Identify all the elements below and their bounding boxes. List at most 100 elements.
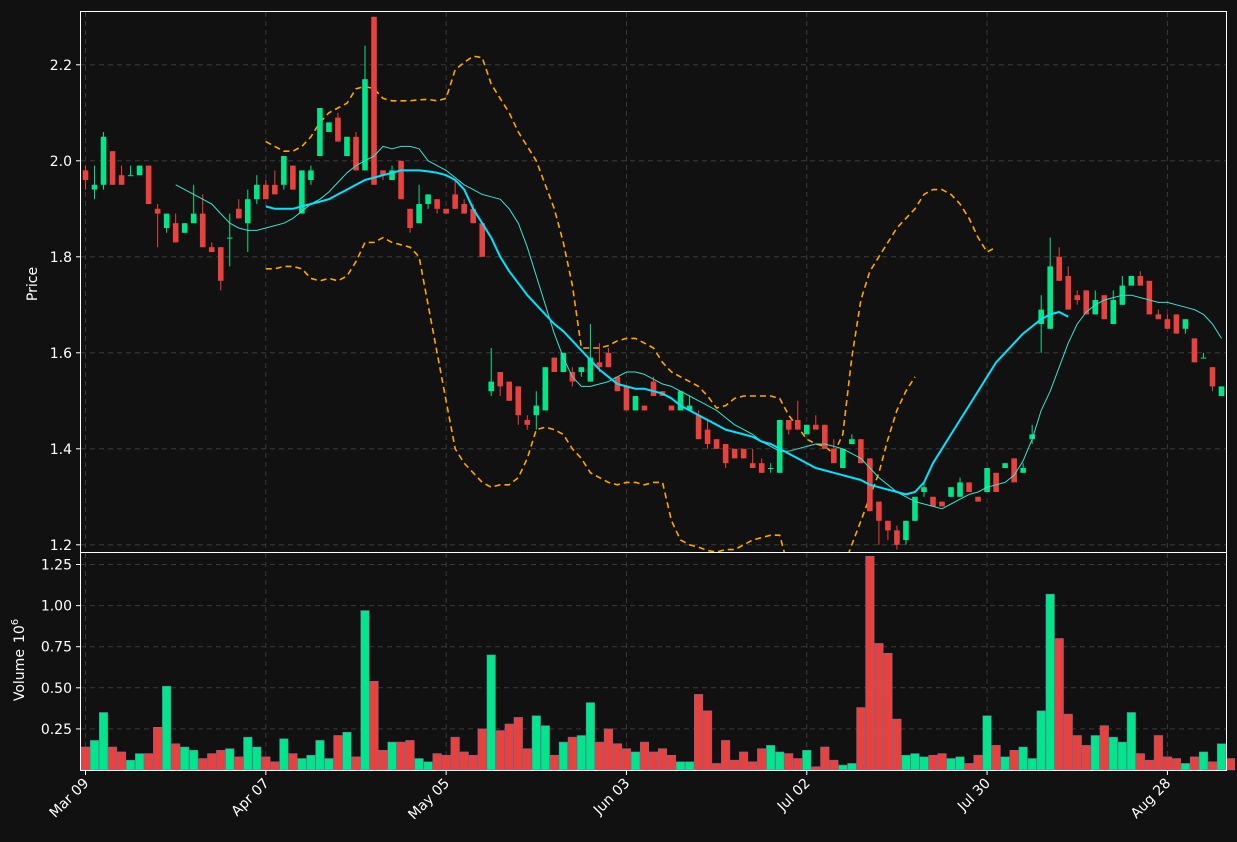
volume-bar [324,758,334,771]
candle [939,501,945,507]
candle [326,122,332,132]
candle-body [308,170,314,180]
candle [1164,314,1171,329]
candle [281,156,287,190]
price-y-axis-ticks: 1.2 1.4 1.6 1.8 2.0 2.2 [50,58,81,554]
candle [632,396,639,411]
candle [957,477,963,497]
candle-body [154,208,161,214]
candle [308,165,314,185]
candle [975,496,981,502]
candle-body [1029,434,1035,440]
candle-body [650,381,657,396]
volume-bar [567,736,577,771]
candle-body [903,520,909,540]
candle-body [831,448,837,464]
volume-bar [639,741,650,771]
volume-bar [991,745,1001,771]
candle-body [677,391,684,411]
candle-body [749,463,756,468]
candle [100,132,107,190]
candle [1074,290,1081,305]
candle [722,444,729,468]
volume-bar [1090,735,1100,771]
candle-body [551,357,558,372]
candle-body [876,501,882,521]
lower-band-line [265,236,916,552]
candle [858,439,864,464]
candle [416,184,422,224]
volume-bar [847,763,857,771]
volume-bar [549,754,559,771]
candle-body [1083,290,1090,315]
candle [740,448,747,459]
candle-body [145,165,152,204]
volume-bar [1126,712,1136,771]
volume-bar [225,748,235,771]
candle-body [957,482,963,497]
volume-bar [144,753,154,771]
candle [425,194,431,209]
candle-body [1056,256,1063,281]
candle-body [767,468,774,469]
candle-body [758,463,765,473]
volume-bar [928,754,938,771]
volume-axis-exponent: 6 [10,619,21,625]
candle-body [803,424,810,435]
volume-bar [135,753,145,771]
volume-bar [315,740,325,771]
volume-bar [513,717,523,771]
candle-body [668,405,675,411]
candle [930,496,936,507]
candle-body [948,487,954,497]
candle [776,420,783,473]
candle-body [317,108,323,156]
candle-body [163,213,170,228]
volume-bar [306,754,316,771]
candle [551,357,558,372]
candle-body [605,352,612,368]
candle-body [587,357,594,382]
candle-body [785,420,792,430]
candle-body [434,199,440,209]
candle-body [452,194,458,209]
candle [244,189,251,252]
volume-bar [964,763,974,771]
volume-y-axis-ticks: 0.25 0.50 0.75 1.00 1.25 [41,558,81,738]
candle-body [812,424,819,430]
candle-body [704,429,711,444]
candle-body [975,496,981,502]
volume-bar [1108,736,1118,771]
volume-bar [1225,758,1236,771]
volume-bar [396,741,406,771]
candle [984,468,990,492]
price-tick-label: 1.6 [50,346,72,362]
volume-bar [838,764,848,771]
candle-body [335,117,341,142]
volume-bar [829,759,839,771]
price-tick-label: 1.8 [50,250,72,266]
volume-bar [721,740,731,771]
candle [921,482,927,497]
candle [82,165,89,190]
volume-bar [793,758,803,771]
candle-body [407,208,413,228]
candle [362,45,368,171]
bollinger-bands [265,55,997,552]
candle-body [91,184,98,190]
volume-bar [802,750,812,771]
volume-bar [378,750,388,771]
candle [317,108,323,156]
volume-bar [1216,743,1227,771]
volume-bar [414,758,424,771]
candle-body [136,165,143,176]
volume-bar [405,740,415,771]
price-gridlines [81,12,1226,552]
price-tick-label: 1.4 [50,442,72,458]
candle-body [281,156,287,185]
volume-bar [117,751,127,771]
candle-body [380,170,386,176]
candle [596,343,603,372]
candle-body [858,439,864,464]
candle-body [1002,463,1008,468]
